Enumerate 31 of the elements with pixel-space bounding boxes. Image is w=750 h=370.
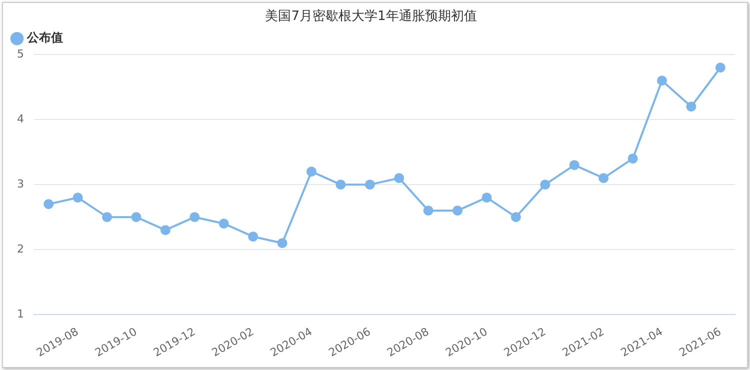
point <box>598 173 609 184</box>
point <box>628 154 638 164</box>
point <box>44 199 54 210</box>
point <box>482 192 492 203</box>
point <box>336 180 346 190</box>
y-tick-label: 2 <box>17 242 24 256</box>
chart-title: 美国7月密歇根大学1年通胀预期初值 <box>265 8 477 24</box>
point <box>190 212 200 222</box>
y-tick-label: 3 <box>17 177 24 190</box>
point <box>394 173 404 184</box>
point <box>72 192 83 203</box>
point <box>569 160 580 170</box>
point <box>423 206 434 216</box>
point <box>715 62 726 73</box>
point <box>131 212 142 222</box>
point <box>540 180 550 190</box>
point <box>510 212 521 222</box>
point <box>102 212 112 222</box>
y-tick-label: 1 <box>17 307 24 320</box>
y-tick-label: 5 <box>17 47 24 60</box>
point <box>656 76 667 86</box>
point <box>160 225 170 236</box>
point <box>364 180 375 190</box>
point <box>686 102 696 112</box>
legend-label: 公布值 <box>26 30 63 45</box>
point <box>306 166 316 177</box>
point <box>218 218 229 229</box>
point <box>248 232 258 242</box>
y-tick-label: 4 <box>17 112 24 126</box>
point <box>452 206 463 216</box>
point <box>277 238 288 248</box>
